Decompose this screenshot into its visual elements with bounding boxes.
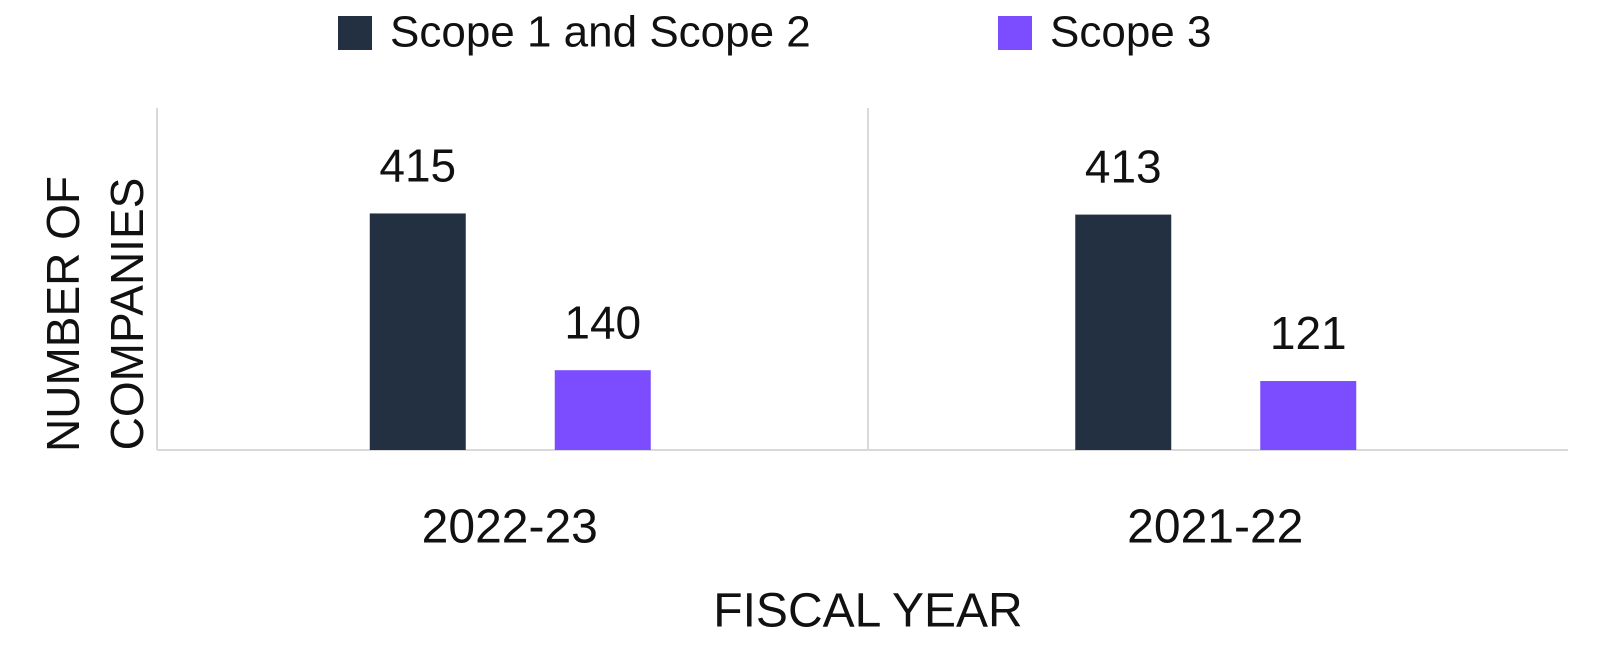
x-tick-label: 2022-23 <box>422 501 598 554</box>
legend-swatch <box>998 16 1032 50</box>
x-tick-label: 2021-22 <box>1127 501 1303 554</box>
data-label: 121 <box>1270 307 1347 359</box>
x-axis-title: FISCAL YEAR <box>713 585 1022 638</box>
legend-label: Scope 3 <box>1050 8 1211 57</box>
bar <box>369 213 466 450</box>
bar <box>554 370 651 450</box>
data-label: 413 <box>1085 141 1162 193</box>
data-label: 415 <box>379 140 456 192</box>
y-axis-title: NUMBER OF COMPANIES <box>37 176 153 452</box>
bar <box>1260 381 1357 450</box>
legend-swatch <box>338 16 372 50</box>
legend-label: Scope 1 and Scope 2 <box>390 8 811 57</box>
data-label: 140 <box>564 296 641 348</box>
bar <box>1075 214 1172 450</box>
